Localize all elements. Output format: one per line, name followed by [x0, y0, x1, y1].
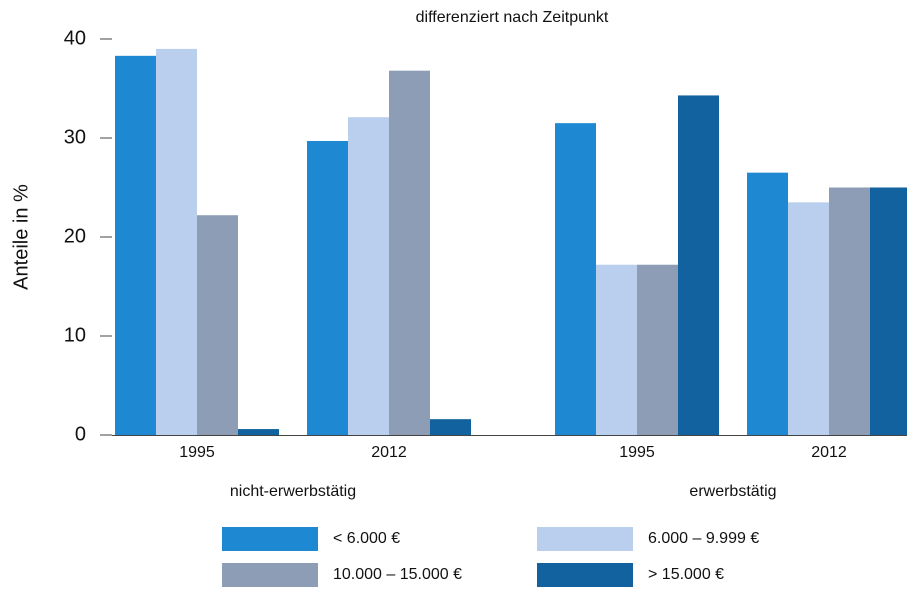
x-tick-label: 1995 — [179, 444, 215, 461]
bar — [389, 70, 430, 436]
y-axis-label: Anteile in % — [10, 184, 32, 290]
bar — [555, 123, 596, 436]
legend-swatch — [222, 563, 318, 587]
y-tick-label: 40 — [64, 27, 86, 49]
bar — [307, 140, 348, 435]
bar — [678, 95, 719, 436]
legend-swatch — [537, 563, 633, 587]
bar — [829, 187, 870, 435]
legend-swatch — [537, 527, 633, 551]
y-tick-label: 20 — [64, 225, 86, 247]
legend-label: 6.000 – 9.999 € — [648, 530, 759, 547]
x-tick-label: 2012 — [811, 444, 847, 461]
x-tick-label: 2012 — [371, 444, 407, 461]
legend-swatch — [222, 527, 318, 551]
y-tick-label: 10 — [64, 324, 86, 346]
bar — [788, 202, 829, 435]
bar — [348, 117, 389, 436]
bar — [430, 419, 471, 435]
bar — [747, 172, 788, 435]
bar — [115, 55, 156, 435]
category-group-label: erwerbstätig — [689, 483, 776, 500]
legend-label: < 6.000 € — [333, 530, 400, 547]
legend-label: 10.000 – 15.000 € — [333, 566, 462, 583]
bar — [156, 48, 197, 436]
bar — [238, 429, 279, 435]
bar — [637, 264, 678, 435]
bar — [596, 264, 637, 435]
chart-subtitle: differenziert nach Zeitpunkt — [416, 9, 609, 26]
category-group-label: nicht-erwerbstätig — [230, 483, 356, 500]
bar — [197, 215, 238, 435]
x-tick-label: 1995 — [619, 444, 655, 461]
y-tick-label: 0 — [75, 423, 86, 445]
legend-label: > 15.000 € — [648, 566, 724, 583]
y-tick-label: 30 — [64, 126, 86, 148]
bar — [870, 187, 907, 435]
